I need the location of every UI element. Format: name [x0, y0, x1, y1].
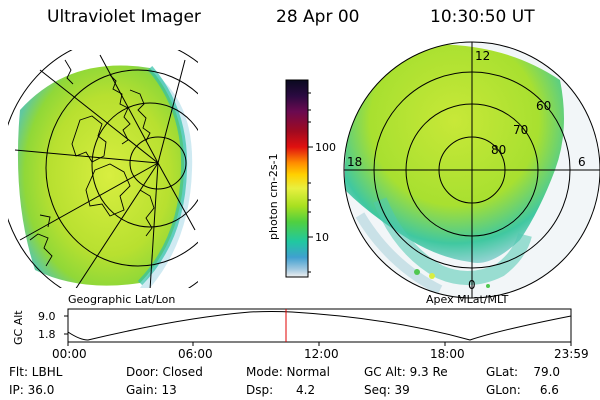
info-seq: Seq: 39: [364, 383, 410, 397]
geo-label: Geographic Lat/Lon: [68, 293, 175, 306]
time-label: 10:30:50 UT: [430, 7, 535, 27]
instrument-title: Ultraviolet Imager: [47, 7, 201, 27]
colorbar-tick-10: 10: [315, 231, 329, 244]
polar-dot: [414, 269, 420, 275]
time-tick-1800: 18:00: [430, 347, 465, 361]
mlt-label-6: 6: [578, 155, 586, 169]
colorbar-unit-label: photon cm-2s-1: [267, 153, 280, 240]
info-glon: GLon: 6.6: [486, 383, 559, 397]
info-dsp: Dsp: 4.2: [246, 383, 316, 397]
alt-ylabel: GC Alt: [12, 310, 25, 345]
info-ip: IP: 36.0: [9, 383, 55, 397]
polar-dot: [429, 273, 435, 279]
mlat-label-70: 70: [513, 123, 528, 137]
mlat-label-80: 80: [491, 143, 506, 157]
info-gcalt: GC Alt: 9.3 Re: [364, 365, 448, 379]
polar-dot: [486, 284, 490, 288]
mlt-label-12: 12: [475, 49, 490, 63]
polar-grid: [343, 41, 600, 299]
info-mode: Mode: Normal: [246, 365, 330, 379]
info-glat: GLat: 79.0: [486, 365, 561, 379]
alt-tick-1-8: 1.8: [38, 328, 56, 341]
altitude-plot: [64, 308, 572, 346]
time-tick-0600: 06:00: [178, 347, 213, 361]
time-tick-1200: 12:00: [304, 347, 339, 361]
geographic-image: [8, 50, 198, 288]
mlt-label-0: 0: [468, 278, 476, 292]
mlat-label-60: 60: [536, 99, 551, 113]
time-tick-0000: 00:00: [52, 347, 87, 361]
colorbar: [285, 79, 313, 278]
time-tick-2359: 23:59: [554, 347, 589, 361]
info-door: Door: Closed: [126, 365, 203, 379]
info-flt: Flt: LBHL: [9, 365, 63, 379]
colorbar-tick-100: 100: [315, 141, 336, 154]
mlt-label-18: 18: [347, 155, 362, 169]
alt-tick-9: 9.0: [38, 310, 56, 323]
date-label: 28 Apr 00: [276, 7, 360, 27]
info-gain: Gain: 13: [126, 383, 177, 397]
polar-label: Apex MLat/MLT: [426, 293, 509, 306]
